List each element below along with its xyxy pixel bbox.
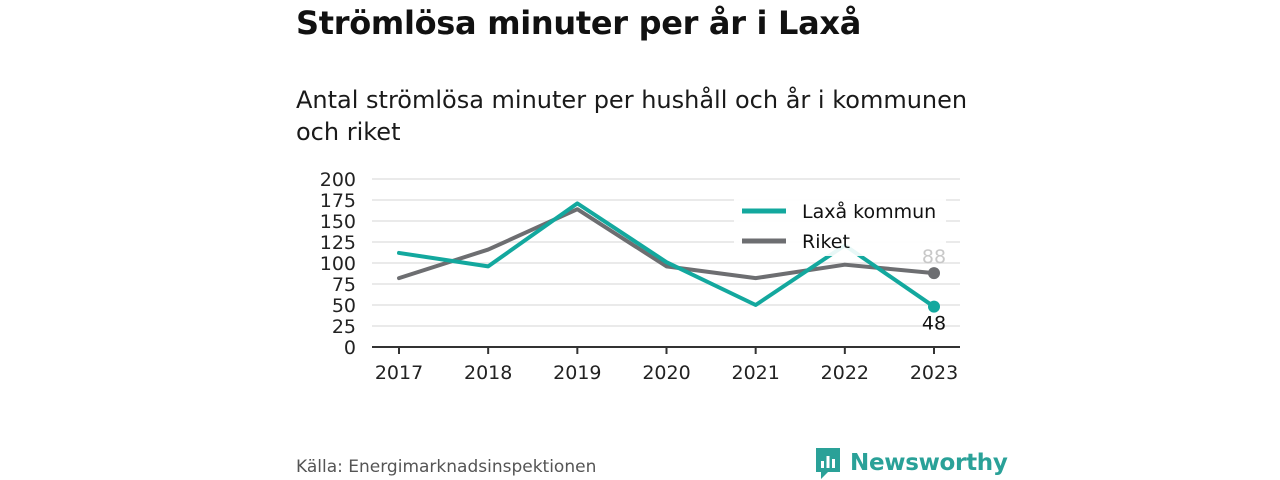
x-tick-label: 2018: [464, 362, 512, 384]
x-tick-label: 2020: [642, 362, 690, 384]
y-tick-label: 100: [320, 253, 356, 275]
brand-logo: Newsworthy: [814, 446, 1008, 480]
y-tick-label: 75: [332, 274, 356, 296]
source-note: Källa: Energimarknadsinspektionen: [296, 457, 597, 477]
legend-label-laxa: Laxå kommun: [802, 200, 936, 223]
y-tick-label: 0: [344, 337, 356, 359]
y-tick-label: 200: [320, 169, 356, 191]
x-tick-label: 2017: [375, 362, 423, 384]
y-tick-label: 150: [320, 211, 356, 233]
end-marker-riket: [928, 267, 940, 280]
legend-label-riket: Riket: [802, 231, 850, 253]
page-title: Strömlösa minuter per år i Laxå: [296, 4, 862, 42]
y-tick-label: 25: [332, 316, 356, 338]
chart-subtitle: Antal strömlösa minuter per hushåll och …: [296, 86, 968, 146]
series-line-riket: [397, 207, 936, 281]
end-label-laxa: 48: [922, 313, 946, 335]
y-tick-label: 175: [320, 190, 356, 212]
x-tick-label: 2023: [910, 362, 958, 384]
x-tick-label: 2019: [553, 362, 601, 384]
end-marker-laxa: [928, 300, 940, 313]
chart-card: Strömlösa minuter per år i Laxå Antal st…: [296, 0, 1008, 480]
newsworthy-logo-icon: [816, 448, 840, 479]
brand-name: Newsworthy: [850, 450, 1008, 476]
x-tick-label: 2021: [731, 362, 779, 384]
x-tick-label: 2022: [821, 362, 869, 384]
legend-background: [734, 194, 946, 256]
y-tick-label: 50: [332, 295, 356, 317]
end-label-riket: 88: [922, 246, 946, 268]
y-tick-label: 125: [320, 232, 356, 254]
